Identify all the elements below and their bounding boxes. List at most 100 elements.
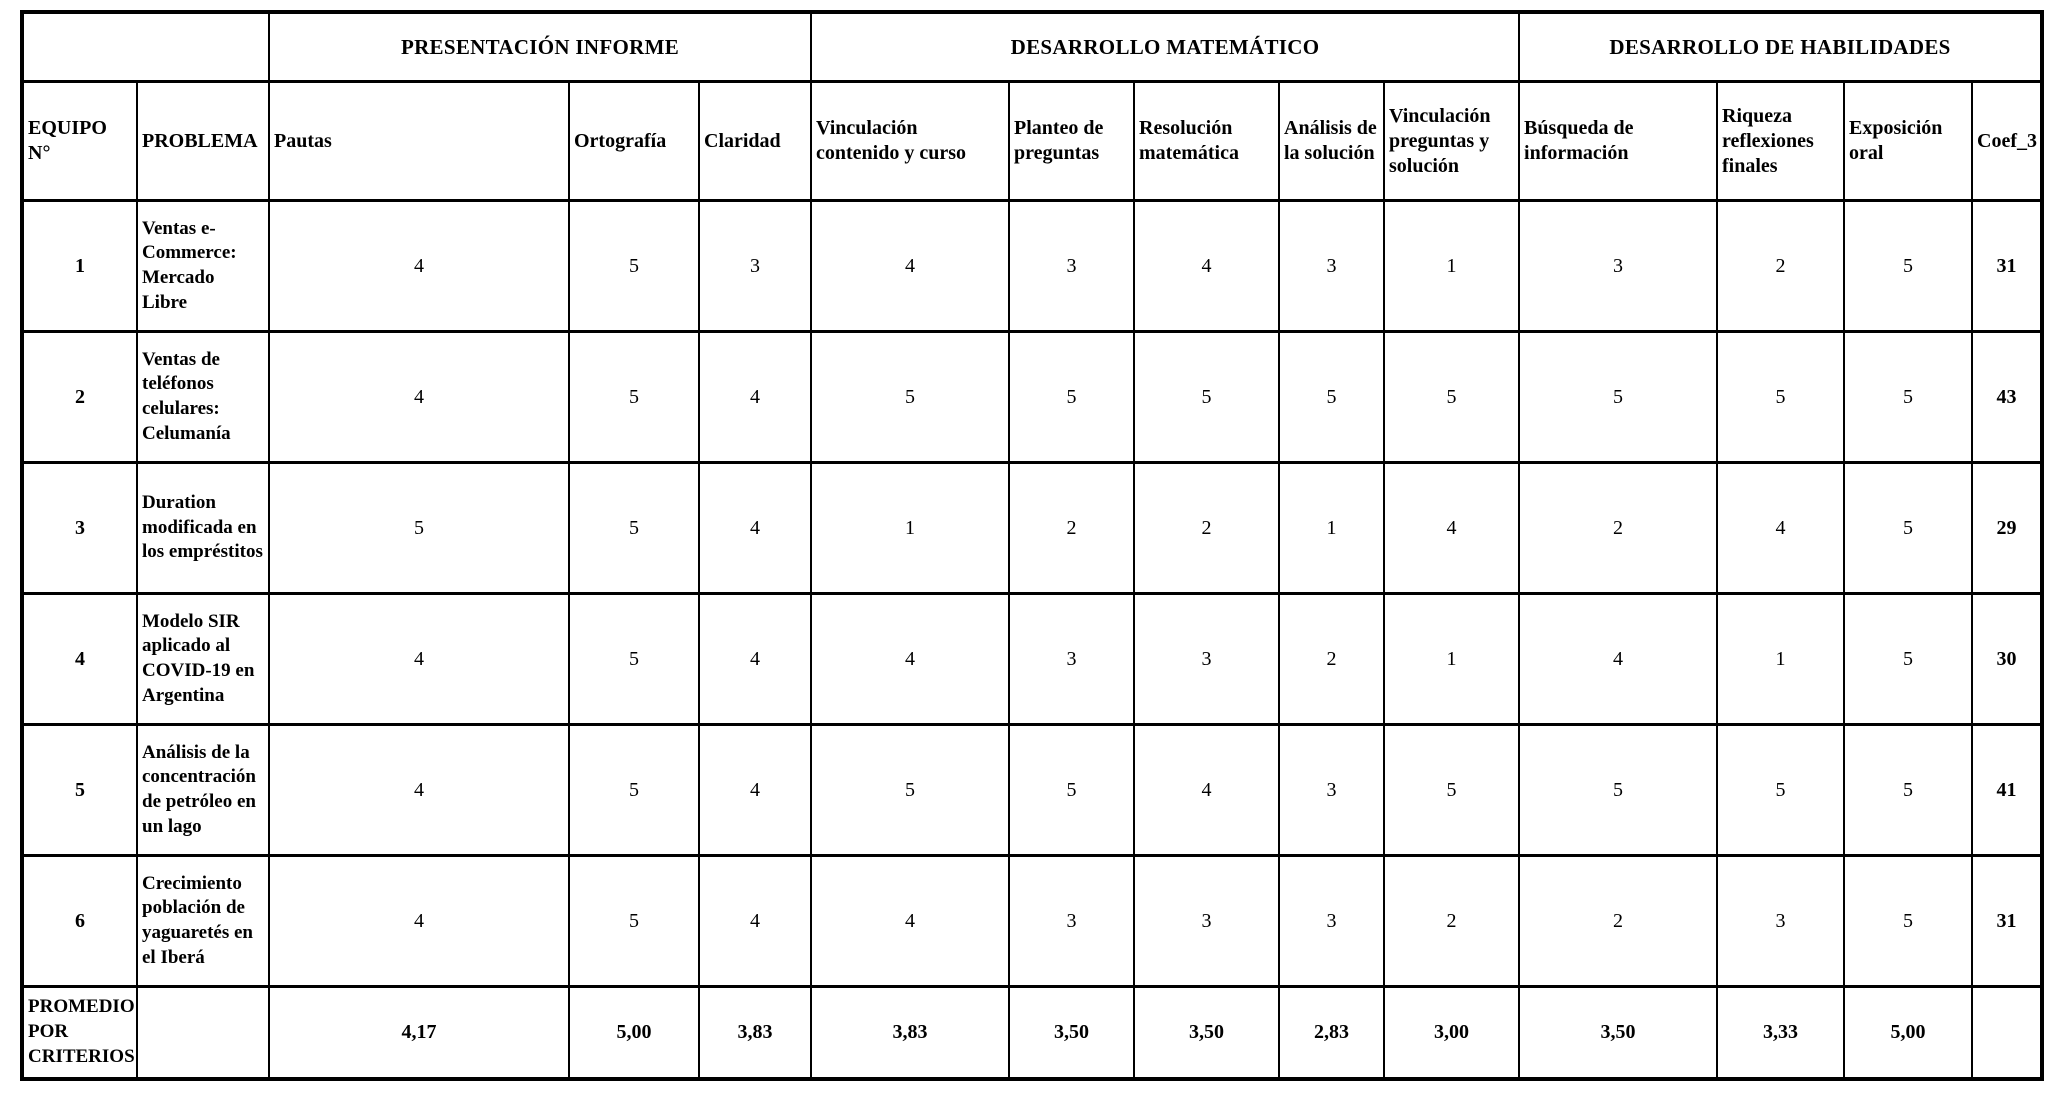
table-row-equipo-5: 5 Análisis de la concentración de petról…	[21, 723, 2044, 857]
problem-name: Ventas de teléfonos celulares: Celumanía	[136, 330, 270, 464]
coef-value: 41	[1971, 723, 2044, 857]
problem-name: Duration modificada en los empréstitos	[136, 461, 270, 595]
score-cell: 3	[1278, 199, 1385, 333]
score-cell: 5	[568, 461, 700, 595]
average-value: 4,17	[268, 985, 570, 1080]
score-cell: 5	[1008, 330, 1135, 464]
score-cell: 3	[1716, 854, 1846, 988]
score-cell: 5	[268, 461, 570, 595]
score-cell: 4	[698, 330, 812, 464]
team-number: 4	[21, 592, 138, 726]
score-cell: 4	[810, 854, 1010, 988]
coef-value: 31	[1971, 199, 2044, 333]
group-header-row: PRESENTACIÓN INFORME DESARROLLO MATEMÁTI…	[21, 10, 2044, 83]
score-cell: 4	[810, 199, 1010, 333]
score-cell: 4	[698, 461, 812, 595]
score-cell: 4	[1133, 199, 1280, 333]
score-cell: 4	[698, 723, 812, 857]
column-header-problema: PROBLEMA	[136, 80, 270, 202]
score-cell: 3	[1518, 199, 1719, 333]
column-header-busqueda-informacion: Búsqueda de información	[1518, 80, 1719, 202]
table-row-equipo-6: 6 Crecimiento población de yaguaretés en…	[21, 854, 2044, 988]
score-cell: 4	[268, 330, 570, 464]
score-cell: 5	[568, 592, 700, 726]
average-value: 3,50	[1008, 985, 1135, 1080]
score-cell: 5	[1843, 854, 1974, 988]
problem-name: Modelo SIR aplicado al COVID-19 en Argen…	[136, 592, 270, 726]
score-cell: 5	[1382, 330, 1521, 464]
score-cell: 2	[1133, 461, 1280, 595]
score-cell: 3	[1278, 854, 1385, 988]
average-value: 5,00	[568, 985, 700, 1080]
column-header-equipo: EQUIPO N°	[21, 80, 138, 202]
team-number: 3	[21, 461, 138, 595]
evaluation-table: PRESENTACIÓN INFORME DESARROLLO MATEMÁTI…	[20, 10, 2045, 1081]
score-cell: 2	[1716, 199, 1846, 333]
score-cell: 5	[1716, 723, 1846, 857]
score-cell: 5	[1843, 723, 1974, 857]
team-number: 2	[21, 330, 138, 464]
average-value: 3,00	[1382, 985, 1521, 1080]
score-cell: 1	[1278, 461, 1385, 595]
score-cell: 2	[1278, 592, 1385, 726]
column-header-exposicion-oral: Exposición oral	[1843, 80, 1974, 202]
average-value: 3,33	[1716, 985, 1846, 1080]
average-value: 3,83	[810, 985, 1010, 1080]
score-cell: 5	[1133, 330, 1280, 464]
group-header-desarrollo-matematico: DESARROLLO MATEMÁTICO	[809, 10, 1521, 83]
coef-value: 43	[1971, 330, 2044, 464]
table-row-equipo-4: 4 Modelo SIR aplicado al COVID-19 en Arg…	[21, 592, 2044, 726]
averages-coef-empty-cell	[1971, 985, 2044, 1080]
score-cell: 3	[1278, 723, 1385, 857]
score-cell: 5	[810, 723, 1010, 857]
score-cell: 3	[1008, 199, 1135, 333]
score-cell: 2	[1382, 854, 1521, 988]
score-cell: 3	[1008, 854, 1135, 988]
score-cell: 1	[1382, 199, 1521, 333]
average-value: 5,00	[1843, 985, 1974, 1080]
average-value: 3,50	[1133, 985, 1280, 1080]
score-cell: 4	[268, 199, 570, 333]
average-value: 3,50	[1518, 985, 1719, 1080]
group-header-empty	[21, 10, 270, 83]
score-cell: 5	[1382, 723, 1521, 857]
team-number: 1	[21, 199, 138, 333]
score-cell: 1	[1716, 592, 1846, 726]
score-cell: 5	[568, 199, 700, 333]
column-header-planteo-preguntas: Planteo de preguntas	[1008, 80, 1135, 202]
score-cell: 5	[1843, 330, 1974, 464]
score-cell: 1	[810, 461, 1010, 595]
score-cell: 3	[1133, 854, 1280, 988]
score-cell: 4	[1716, 461, 1846, 595]
score-cell: 5	[568, 330, 700, 464]
table-row-equipo-3: 3 Duration modificada en los empréstitos…	[21, 461, 2044, 595]
score-cell: 4	[268, 592, 570, 726]
problem-name: Análisis de la concentración de petróleo…	[136, 723, 270, 857]
score-cell: 5	[1843, 461, 1974, 595]
score-cell: 4	[1133, 723, 1280, 857]
score-cell: 3	[1008, 592, 1135, 726]
score-cell: 5	[568, 723, 700, 857]
column-header-claridad: Claridad	[698, 80, 812, 202]
column-header-analisis-solucion: Análisis de la solución	[1278, 80, 1385, 202]
group-header-desarrollo-habilidades: DESARROLLO DE HABILIDADES	[1518, 10, 2044, 83]
column-header-pautas: Pautas	[268, 80, 570, 202]
score-cell: 4	[1518, 592, 1719, 726]
score-cell: 5	[1278, 330, 1385, 464]
coef-value: 29	[1971, 461, 2044, 595]
score-cell: 2	[1008, 461, 1135, 595]
problem-name: Crecimiento población de yaguaretés en e…	[136, 854, 270, 988]
column-header-vinculacion-contenido: Vinculación contenido y curso	[810, 80, 1010, 202]
averages-problema-empty-cell	[136, 985, 270, 1080]
score-cell: 4	[1382, 461, 1521, 595]
column-header-resolucion-matematica: Resolución matemática	[1133, 80, 1280, 202]
score-cell: 5	[810, 330, 1010, 464]
score-cell: 4	[698, 592, 812, 726]
score-cell: 5	[1518, 723, 1719, 857]
column-header-row: EQUIPO N° PROBLEMA Pautas Ortografía Cla…	[21, 80, 2044, 202]
score-cell: 5	[1843, 199, 1974, 333]
score-cell: 5	[568, 854, 700, 988]
team-number: 6	[21, 854, 138, 988]
score-cell: 3	[1133, 592, 1280, 726]
